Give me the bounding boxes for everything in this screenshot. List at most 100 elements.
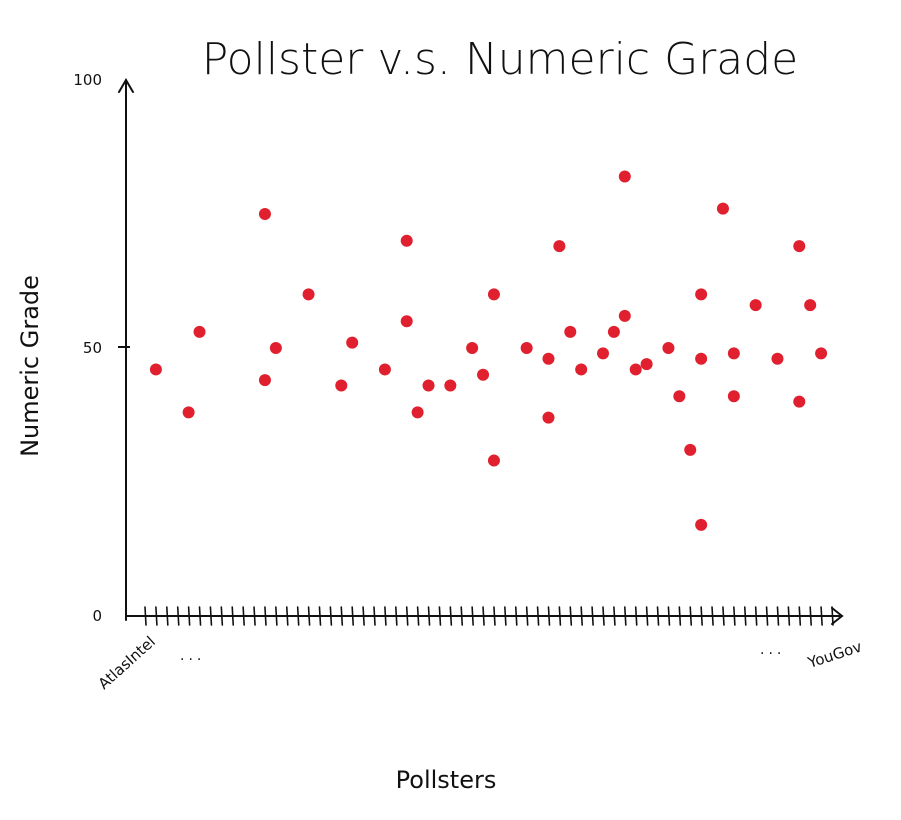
data-point — [553, 240, 566, 253]
x-tick-mark — [645, 606, 649, 626]
x-tick-mark — [329, 606, 333, 626]
x-tick-mark — [514, 606, 518, 626]
x-tick-mark — [765, 606, 769, 626]
data-point — [422, 379, 435, 392]
x-tick-mark — [395, 606, 398, 626]
x-tick-mark — [678, 606, 682, 626]
x-tick-mark — [307, 606, 311, 626]
x-tick-mark — [416, 606, 420, 626]
data-point — [302, 288, 315, 301]
data-point — [477, 368, 490, 381]
data-point — [673, 390, 686, 403]
x-tick-mark — [144, 606, 147, 626]
x-tick-mark — [231, 606, 235, 626]
data-point — [542, 352, 555, 365]
x-tick-mark — [558, 606, 562, 626]
data-point — [695, 288, 708, 301]
x-tick-mark — [438, 606, 442, 626]
x-tick-mark — [591, 606, 594, 626]
x-tick-mark — [187, 606, 191, 626]
x-tick-mark — [722, 606, 725, 626]
x-tick-mark — [809, 606, 812, 626]
data-point — [640, 358, 653, 371]
data-point — [629, 363, 642, 376]
x-ellipsis-right: ... — [760, 642, 785, 658]
y-tick-label-0: 0 — [92, 607, 102, 625]
data-point — [346, 336, 359, 349]
x-tick-mark — [536, 606, 540, 626]
x-tick-mark — [504, 606, 507, 626]
y-tick-label-50: 50 — [83, 339, 102, 357]
x-tick-mark — [340, 606, 344, 626]
x-tick-mark — [275, 606, 278, 626]
data-point — [400, 315, 413, 328]
x-axis-arrow — [831, 607, 844, 625]
data-point — [618, 309, 631, 322]
x-tick-mark — [569, 606, 573, 626]
data-point — [182, 406, 195, 419]
x-tick-mark — [711, 606, 714, 626]
x-tick-mark — [831, 606, 834, 626]
data-point — [444, 379, 457, 392]
x-tick-mark — [351, 606, 354, 626]
x-tick-mark — [242, 606, 245, 626]
x-tick-mark — [264, 606, 267, 626]
x-tick-mark — [482, 606, 485, 626]
x-last-category-label: YouGov — [805, 637, 864, 672]
data-point — [575, 363, 588, 376]
data-point — [269, 342, 282, 354]
data-point — [258, 374, 271, 387]
data-point — [771, 352, 784, 365]
x-tick-mark — [296, 606, 300, 626]
y-axis-arrow — [118, 78, 134, 93]
x-tick-mark — [602, 606, 605, 626]
data-point — [193, 325, 206, 338]
x-axis-label: Pollsters — [396, 766, 497, 794]
data-point — [749, 299, 762, 312]
x-tick-mark — [471, 606, 474, 626]
x-tick-mark — [733, 606, 736, 626]
data-point — [411, 406, 424, 419]
x-tick-mark — [384, 606, 387, 626]
x-tick-mark — [220, 606, 224, 626]
data-point — [597, 347, 609, 360]
data-point — [487, 454, 500, 467]
x-tick-mark — [613, 606, 616, 626]
data-point — [695, 518, 708, 531]
data-points — [149, 170, 828, 531]
data-point — [662, 342, 675, 354]
x-tick-mark — [449, 606, 453, 626]
x-tick-mark — [198, 606, 202, 626]
data-point — [564, 325, 577, 338]
y-axis-label: Numeric Grade — [16, 275, 44, 457]
x-tick-mark — [743, 606, 747, 626]
x-tick-mark — [700, 606, 703, 626]
x-ellipsis-left: ... — [180, 648, 205, 664]
data-point — [684, 443, 697, 456]
x-tick-mark — [427, 606, 431, 626]
data-point — [727, 347, 740, 360]
x-tick-mark — [253, 606, 256, 626]
x-tick-mark — [285, 606, 289, 626]
x-tick-mark — [155, 606, 158, 626]
data-point — [793, 240, 806, 253]
x-tick-mark — [493, 606, 496, 626]
x-tick-mark — [209, 606, 213, 626]
data-point — [607, 325, 620, 338]
x-tick-mark — [460, 606, 464, 626]
x-ticks — [144, 606, 834, 626]
x-first-category-label: AtlasIntel — [95, 633, 159, 693]
x-tick-mark — [547, 606, 551, 626]
data-point — [618, 170, 631, 183]
x-tick-mark — [820, 606, 823, 626]
x-tick-mark — [405, 606, 409, 626]
data-point — [695, 352, 708, 365]
data-point — [149, 363, 162, 376]
data-point — [542, 411, 555, 424]
x-tick-mark — [656, 606, 660, 626]
x-tick-mark — [525, 606, 529, 626]
data-point — [487, 288, 500, 301]
data-point — [378, 363, 391, 376]
y-tick-labels: 0 50 100 — [73, 71, 102, 625]
